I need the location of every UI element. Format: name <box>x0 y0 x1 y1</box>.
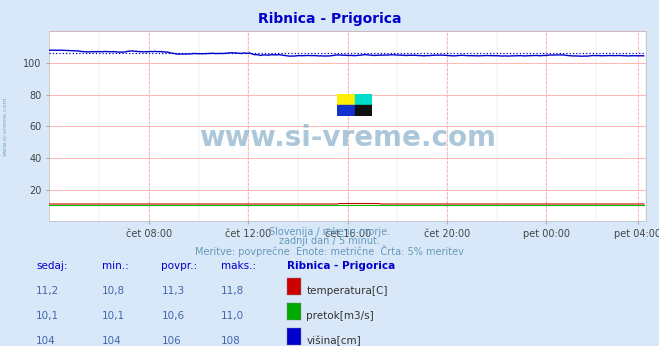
Text: temperatura[C]: temperatura[C] <box>306 286 388 296</box>
Text: Ribnica - Prigorica: Ribnica - Prigorica <box>287 261 395 271</box>
Text: povpr.:: povpr.: <box>161 261 198 271</box>
Bar <box>355 105 372 116</box>
Text: zadnji dan / 5 minut.: zadnji dan / 5 minut. <box>279 236 380 246</box>
Text: Meritve: povprečne  Enote: metrične  Črta: 5% meritev: Meritve: povprečne Enote: metrične Črta:… <box>195 245 464 257</box>
Text: 108: 108 <box>221 336 241 346</box>
Text: 11,0: 11,0 <box>221 311 244 321</box>
Text: Slovenija / reke in morje.: Slovenija / reke in morje. <box>269 227 390 237</box>
Text: 11,3: 11,3 <box>161 286 185 296</box>
Bar <box>355 93 372 105</box>
Text: sedaj:: sedaj: <box>36 261 68 271</box>
Text: 11,8: 11,8 <box>221 286 244 296</box>
Text: 104: 104 <box>36 336 56 346</box>
Text: 11,2: 11,2 <box>36 286 59 296</box>
Text: 10,6: 10,6 <box>161 311 185 321</box>
Text: www.si-vreme.com: www.si-vreme.com <box>3 97 8 156</box>
Text: 10,1: 10,1 <box>102 311 125 321</box>
Text: pretok[m3/s]: pretok[m3/s] <box>306 311 374 321</box>
Text: 106: 106 <box>161 336 181 346</box>
Text: 10,8: 10,8 <box>102 286 125 296</box>
Text: Ribnica - Prigorica: Ribnica - Prigorica <box>258 12 401 26</box>
Bar <box>337 93 355 105</box>
Text: min.:: min.: <box>102 261 129 271</box>
Text: višina[cm]: višina[cm] <box>306 336 361 346</box>
Text: maks.:: maks.: <box>221 261 256 271</box>
Text: 10,1: 10,1 <box>36 311 59 321</box>
Text: 104: 104 <box>102 336 122 346</box>
Bar <box>337 105 355 116</box>
Text: www.si-vreme.com: www.si-vreme.com <box>199 124 496 152</box>
